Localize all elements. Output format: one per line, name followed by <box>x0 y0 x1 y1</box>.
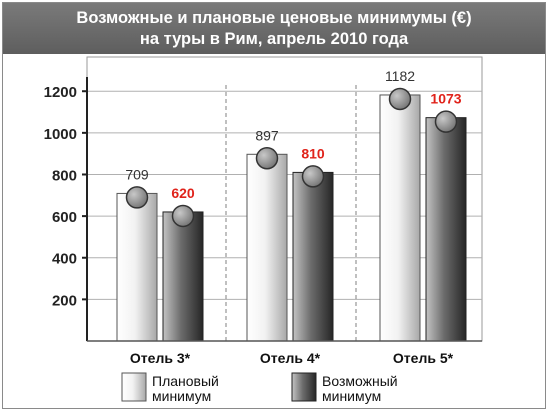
bar-planned <box>116 192 158 342</box>
legend-label: Возможный <box>322 373 398 389</box>
data-label: 709 <box>125 166 149 182</box>
value-marker <box>388 87 412 111</box>
y-tick-label: 600 <box>52 209 77 226</box>
y-tick-label: 400 <box>52 251 77 268</box>
data-label: 620 <box>171 185 195 201</box>
legend-label: минимум <box>152 388 211 404</box>
bar-possible <box>425 117 467 342</box>
chart-title: Возможные и плановые ценовые минимумы (€… <box>3 3 545 54</box>
data-label: 897 <box>255 127 279 143</box>
value-marker <box>301 165 325 188</box>
category-label: Отель 3* <box>130 350 191 366</box>
chart-title-line-1: Возможные и плановые ценовые минимумы (€… <box>76 9 472 27</box>
legend-swatch <box>121 372 147 402</box>
legend-label: минимум <box>322 388 381 404</box>
value-marker <box>171 204 195 228</box>
data-label: 810 <box>301 145 325 161</box>
y-tick-label: 200 <box>52 292 77 309</box>
legend-swatch <box>291 372 317 402</box>
value-marker <box>434 110 458 133</box>
data-label: 1182 <box>385 68 415 84</box>
bar-possible <box>292 171 334 342</box>
data-label: 1073 <box>430 91 461 107</box>
bar-possible <box>162 211 204 342</box>
legend-label: Плановый <box>152 373 219 389</box>
category-label: Отель 4* <box>260 350 321 366</box>
y-tick-label: 1200 <box>44 84 77 101</box>
bar-planned <box>379 94 421 342</box>
bar-planned <box>246 153 288 342</box>
y-tick-label: 800 <box>52 167 77 184</box>
y-tick-label: 1000 <box>44 126 77 143</box>
value-marker <box>255 147 279 170</box>
chart-title-line-2: на туры в Рим, апрель 2010 года <box>139 30 409 48</box>
category-label: Отель 5* <box>393 350 454 366</box>
value-marker <box>125 186 149 209</box>
